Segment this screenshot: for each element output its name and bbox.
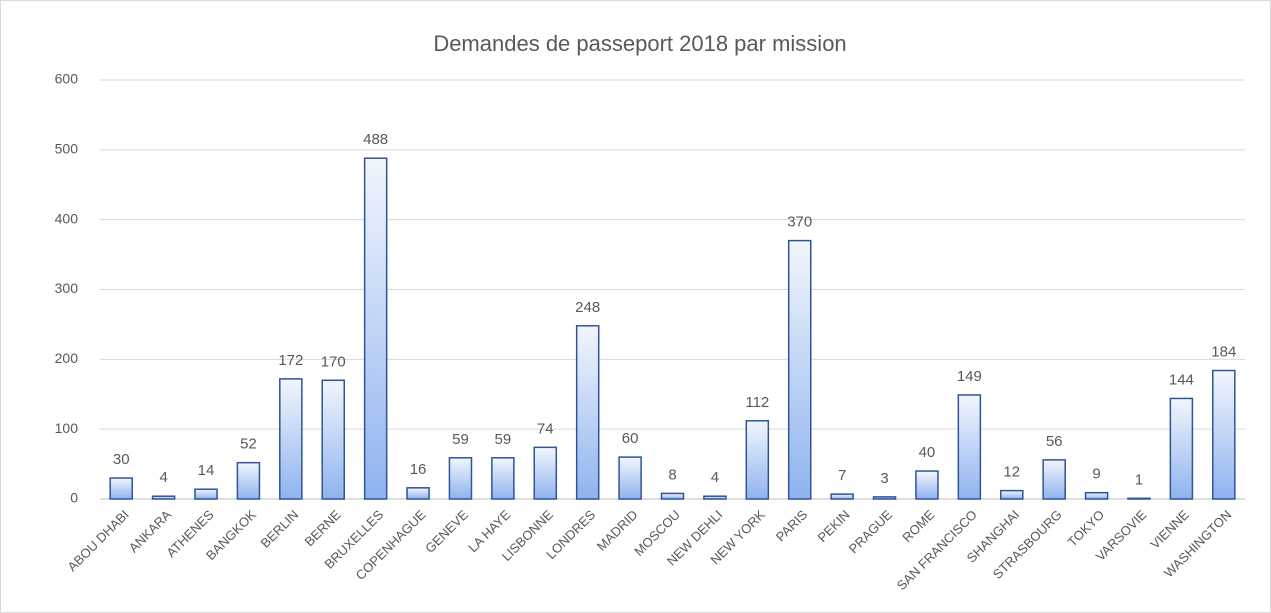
data-label: 59: [495, 431, 512, 448]
data-label: 172: [278, 352, 303, 369]
bar: [151, 495, 176, 500]
bar: [1084, 491, 1109, 500]
data-label: 488: [363, 131, 388, 148]
data-label: 170: [321, 353, 346, 370]
data-label: 14: [198, 462, 215, 479]
data-label: 248: [575, 299, 600, 316]
bar: [1212, 369, 1236, 500]
data-label: 74: [537, 420, 554, 437]
bar: [194, 488, 218, 500]
bar: [1169, 397, 1194, 500]
bar: [533, 446, 558, 500]
data-label: 4: [711, 469, 719, 486]
bar: [915, 470, 939, 500]
y-tick-label: 0: [70, 490, 78, 506]
y-tick-label: 600: [55, 71, 79, 87]
bar: [406, 487, 430, 500]
bar: [363, 157, 388, 500]
data-label: 149: [957, 368, 982, 385]
y-tick-label: 300: [55, 280, 79, 296]
data-label: 12: [1003, 464, 1020, 481]
bar: [109, 477, 133, 500]
data-label: 40: [919, 444, 936, 461]
y-tick-label: 400: [55, 210, 79, 226]
bar: [279, 378, 303, 500]
bar: [703, 495, 727, 500]
data-label: 8: [668, 466, 676, 483]
y-tick-label: 500: [55, 141, 79, 157]
bar: [1042, 459, 1066, 500]
bar: [491, 457, 515, 500]
y-tick-label: 100: [55, 420, 79, 436]
data-label: 60: [622, 430, 639, 447]
chart-title: Demandes de passeport 2018 par mission: [433, 31, 846, 56]
data-label: 56: [1046, 433, 1063, 450]
bar: [957, 394, 982, 500]
data-label: 52: [240, 436, 257, 453]
data-label: 4: [159, 469, 167, 486]
bar: [745, 420, 770, 500]
data-label: 30: [113, 451, 130, 468]
bar: [448, 457, 473, 500]
bar: [236, 461, 261, 500]
data-label: 9: [1092, 466, 1100, 483]
data-label: 370: [787, 214, 812, 231]
y-tick-label: 200: [55, 350, 79, 366]
data-label: 3: [880, 470, 888, 487]
bar: [618, 456, 642, 500]
data-label: 144: [1169, 371, 1194, 388]
data-label: 1: [1135, 471, 1143, 488]
data-label: 59: [452, 431, 469, 448]
bar: [999, 489, 1024, 500]
bar: [830, 493, 854, 500]
bar: [321, 379, 346, 500]
bar: [660, 492, 685, 500]
data-label: 184: [1211, 343, 1236, 360]
bar: [872, 496, 897, 500]
bar: [575, 325, 600, 500]
bar: [1127, 497, 1151, 500]
data-label: 112: [745, 394, 769, 411]
bar: [787, 239, 812, 500]
data-label: 16: [410, 461, 427, 478]
data-label: 7: [838, 467, 846, 484]
